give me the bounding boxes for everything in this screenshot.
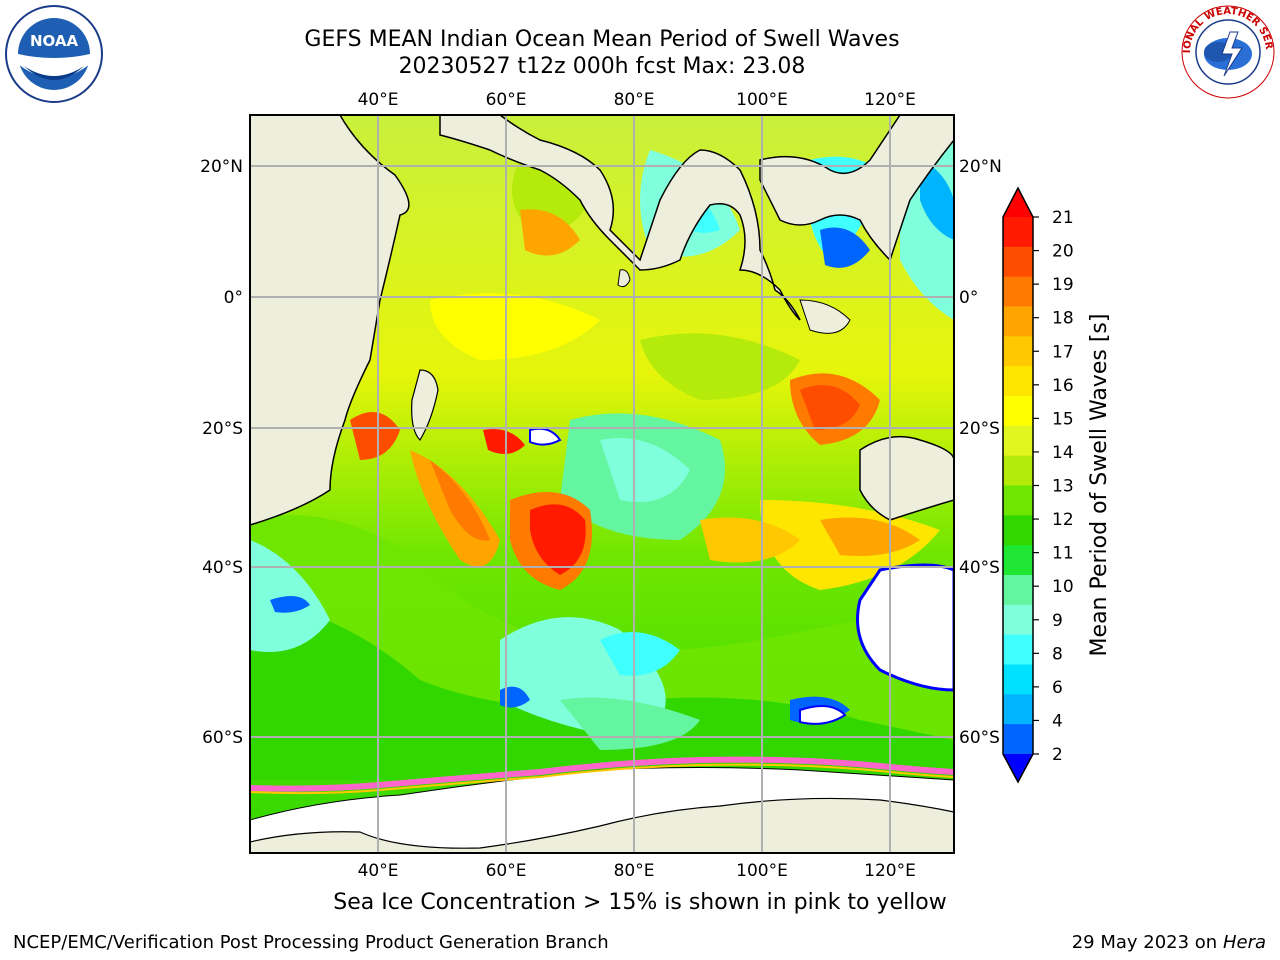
colorbar-block — [1003, 396, 1033, 427]
colorbar-tick-label: 19 — [1052, 275, 1074, 295]
colorbar-tick-label: 6 — [1052, 678, 1063, 698]
colorbar-block — [1003, 455, 1033, 486]
lon-tick-label-top: 80°E — [614, 90, 655, 110]
colorbar-block — [1003, 425, 1033, 457]
colorbar-block — [1003, 276, 1033, 307]
colorbar-block — [1003, 724, 1033, 755]
colorbar-tick-label: 13 — [1052, 477, 1074, 497]
colorbar-block — [1003, 336, 1033, 367]
lon-tick-label-bottom: 120°E — [864, 861, 916, 881]
graticule — [250, 115, 954, 853]
noaa-logo-text: NOAA — [30, 32, 79, 50]
colorbar-tick-label: 12 — [1052, 510, 1074, 530]
colorbar-block — [1003, 575, 1033, 606]
lon-tick-label-top: 120°E — [864, 90, 916, 110]
colorbar-tick-label: 2 — [1052, 745, 1063, 765]
sea-ice-edge — [250, 756, 954, 792]
colorbar-blocks — [1003, 217, 1033, 755]
colorbar-tick-label: 16 — [1052, 376, 1074, 396]
map-area — [250, 115, 954, 853]
colorbar-tick-label: 9 — [1052, 611, 1063, 631]
lat-tick-label-left: 20°N — [200, 157, 243, 177]
colorbar-ticks: 21 20 19 18 17 16 15 14 13 12 11 10 9 8 6 4 2 — [1033, 208, 1074, 765]
colorbar-block — [1003, 694, 1033, 725]
colorbar-block — [1003, 545, 1033, 576]
colorbar-block — [1003, 664, 1033, 695]
sea-ice-edge-inner — [250, 763, 954, 795]
colorbar-block — [1003, 217, 1033, 248]
lat-tick-label-right: 20°S — [959, 419, 1000, 439]
colorbar-block — [1003, 246, 1033, 278]
chart-title: GEFS MEAN Indian Ocean Mean Period of Sw… — [304, 27, 900, 52]
footer-machine: Hera — [1222, 932, 1266, 953]
colorbar: 21 20 19 18 17 16 15 14 13 12 11 10 9 8 6 4 2 Mean Perio… — [1002, 186, 1112, 784]
lon-tick-label-bottom: 100°E — [736, 861, 788, 881]
colorbar-tick-label: 4 — [1052, 711, 1063, 731]
lon-tick-label-top: 100°E — [736, 90, 788, 110]
colorbar-tick-label: 17 — [1052, 342, 1074, 362]
lat-tick-label-right: 60°S — [959, 728, 1000, 748]
footer-date: 29 May 2023 on Hera — [1072, 932, 1266, 953]
colorbar-tick-label: 21 — [1052, 208, 1074, 228]
chart-subtitle: 20230527 t12z 000h fcst Max: 23.08 — [398, 54, 806, 79]
lat-tick-label-left: 20°S — [202, 419, 243, 439]
lon-ticks-top: 40°E 60°E 80°E 100°E 120°E — [358, 90, 916, 110]
colorbar-tick-label: 14 — [1052, 443, 1074, 463]
colorbar-block — [1003, 604, 1033, 636]
colorbar-tick-label: 15 — [1052, 409, 1074, 429]
colorbar-block — [1003, 634, 1033, 665]
lat-tick-label-left: 40°S — [202, 558, 243, 578]
sea-ice-note: Sea Ice Concentration > 15% is shown in … — [333, 890, 947, 915]
colorbar-tick-label: 8 — [1052, 644, 1063, 664]
lon-tick-label-bottom: 40°E — [358, 861, 399, 881]
colorbar-tick-label: 10 — [1052, 577, 1074, 597]
lat-ticks-left: 20°N 0° 20°S 40°S 60°S — [200, 157, 243, 748]
lon-tick-label-top: 60°E — [486, 90, 527, 110]
footer-credit: NCEP/EMC/Verification Post Processing Pr… — [13, 932, 609, 953]
lon-ticks-bottom: 40°E 60°E 80°E 100°E 120°E — [358, 861, 916, 881]
colorbar-min-extend — [1003, 754, 1033, 782]
colorbar-block — [1003, 485, 1033, 516]
lon-tick-label-top: 40°E — [358, 90, 399, 110]
lat-tick-label-left: 0° — [224, 288, 243, 308]
noaa-logo: NOAA — [5, 5, 103, 103]
colorbar-block — [1003, 306, 1033, 337]
map-frame — [249, 114, 955, 854]
colorbar-tick-label: 18 — [1052, 309, 1074, 329]
lat-ticks-right: 20°N 0° 20°S 40°S 60°S — [959, 157, 1002, 748]
colorbar-label: Mean Period of Swell Waves [s] — [1087, 314, 1112, 657]
footer-date-text: 29 May 2023 on — [1071, 932, 1218, 953]
colorbar-block — [1003, 515, 1033, 546]
lat-tick-label-left: 60°S — [202, 728, 243, 748]
colorbar-block — [1003, 366, 1033, 397]
lat-tick-label-right: 40°S — [959, 558, 1000, 578]
no-data-regions — [529, 427, 954, 725]
colorbar-tick-label: 11 — [1052, 544, 1074, 564]
lat-tick-label-right: 0° — [959, 288, 978, 308]
nws-logo: NATIONAL WEATHER SERVICE — [1178, 2, 1275, 99]
lon-tick-label-bottom: 80°E — [614, 861, 655, 881]
colorbar-max-extend — [1003, 188, 1033, 217]
colorbar-tick-label: 20 — [1052, 242, 1074, 262]
lat-tick-label-right: 20°N — [959, 157, 1002, 177]
lon-tick-label-bottom: 60°E — [486, 861, 527, 881]
